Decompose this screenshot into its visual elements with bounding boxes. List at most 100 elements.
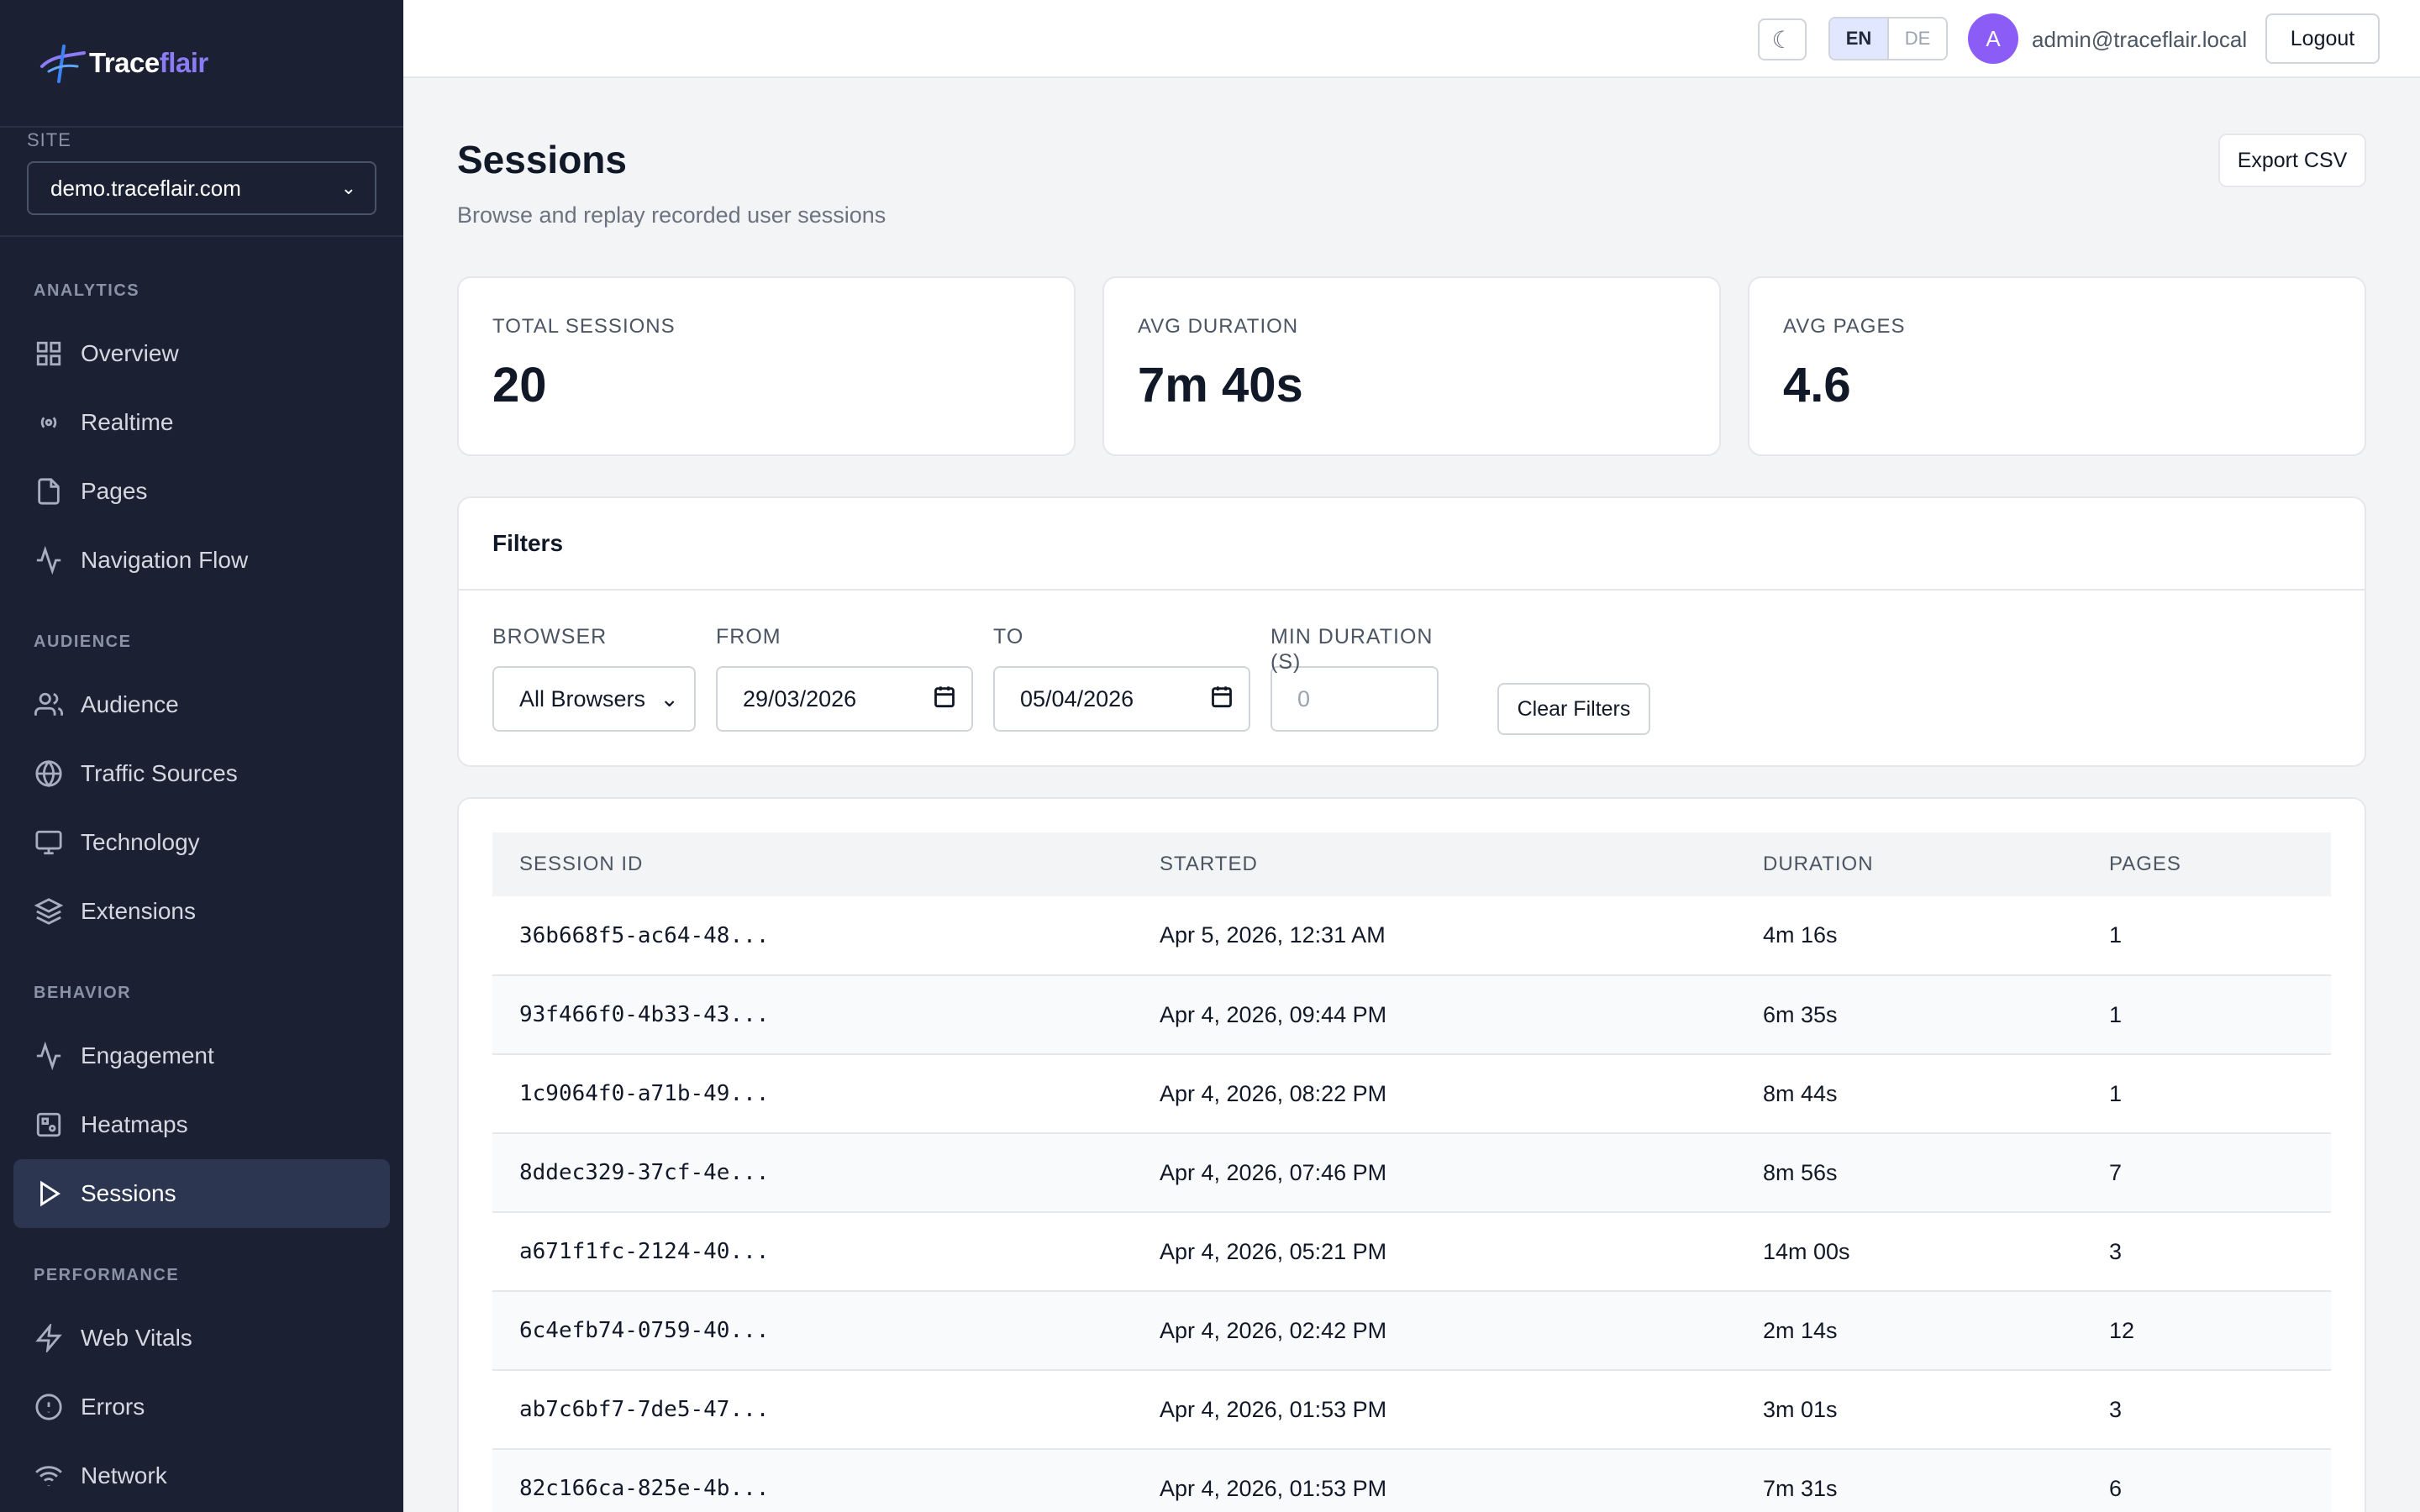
table-row[interactable]: 82c166ca-825e-4b... Apr 4, 2026, 01:53 P… [492,1449,2331,1512]
duration-cell: 4m 16s [1736,896,2082,976]
nav-section-title: AUDIENCE [34,633,132,651]
table-row[interactable]: ab7c6bf7-7de5-47... Apr 4, 2026, 01:53 P… [492,1370,2331,1450]
sidebar-item-heatmaps[interactable]: Heatmaps [13,1090,390,1159]
min-duration-placeholder: 0 [1297,685,1311,711]
play-icon [34,1179,64,1209]
sidebar-item-extensions[interactable]: Extensions [13,877,390,946]
sidebar-item-sessions[interactable]: Sessions [13,1159,390,1228]
table-row[interactable]: 8ddec329-37cf-4e... Apr 4, 2026, 07:46 P… [492,1133,2331,1213]
column-header-pages[interactable]: PAGES [2109,853,2181,875]
sidebar-item-web-vitals[interactable]: Web Vitals [13,1304,390,1373]
broadcast-icon [34,407,64,438]
zap-icon [34,1323,64,1353]
sidebar-item-overview[interactable]: Overview [13,319,390,388]
sidebar-item-navigation-flow[interactable]: Navigation Flow [13,526,390,595]
activity-icon [34,545,64,575]
nav-section-title: ANALYTICS [34,281,140,300]
session-id-cell: ab7c6bf7-7de5-47... [492,1370,1133,1450]
page-subtitle: Browse and replay recorded user sessions [457,202,886,228]
avatar[interactable]: A [1968,13,2018,64]
sidebar-item-label: Heatmaps [81,1111,188,1137]
filter-to: TO 05/04/2026 [993,624,1250,732]
column-header-started[interactable]: STARTED [1160,853,1258,875]
stat-value: 4.6 [1783,358,1851,412]
filter-min-duration: MIN DURATION (S) 0 [1270,624,1439,732]
users-icon [34,690,64,720]
calendar-icon[interactable] [933,685,956,714]
sidebar-item-errors[interactable]: Errors [13,1373,390,1441]
traceflair-logo-icon [40,45,86,83]
main-content: Sessions Browse and replay recorded user… [403,78,2420,1512]
duration-cell: 3m 01s [1736,1370,2082,1450]
from-date-value: 29/03/2026 [743,685,857,711]
site-label: SITE [27,129,71,150]
lang-de-button[interactable]: DE [1889,18,1946,59]
session-id-cell: 1c9064f0-a71b-49... [492,1054,1133,1134]
to-date-input[interactable]: 05/04/2026 [993,666,1250,732]
sidebar-item-network[interactable]: Network [13,1441,390,1510]
sidebar-item-label: Extensions [81,898,196,924]
logout-button[interactable]: Logout [2265,13,2380,64]
stat-card-avg-pages: AVG PAGES 4.6 [1748,276,2366,456]
topbar: ☾ EN DE A admin@traceflair.local Logout [403,0,2420,78]
sidebar-item-label: Technology [81,829,200,855]
table-row[interactable]: 36b668f5-ac64-48... Apr 5, 2026, 12:31 A… [492,896,2331,976]
sidebar-item-engagement[interactable]: Engagement [13,1021,390,1090]
stat-value: 20 [492,358,547,412]
filters-title: Filters [459,498,2365,591]
site-select-value: demo.traceflair.com [50,175,241,201]
stat-card-avg-duration: AVG DURATION 7m 40s [1102,276,1721,456]
sessions-table: SESSION ID STARTED DURATION PAGES 36b668… [492,832,2331,1512]
sidebar-item-label: Pages [81,478,148,504]
sidebar-nav: ANALYTICS Overview Realtime Pages Naviga… [0,237,403,1510]
chevron-down-icon: ⌄ [660,685,679,711]
lang-en-button[interactable]: EN [1830,18,1889,59]
session-id-cell: 36b668f5-ac64-48... [492,896,1133,976]
session-id-cell: a671f1fc-2124-40... [492,1212,1133,1292]
sidebar-item-realtime[interactable]: Realtime [13,388,390,457]
from-date-input[interactable]: 29/03/2026 [716,666,973,732]
clear-filters-button[interactable]: Clear Filters [1497,683,1650,735]
sidebar-item-technology[interactable]: Technology [13,808,390,877]
sidebar-item-label: Engagement [81,1042,214,1068]
calendar-icon[interactable] [1210,685,1234,714]
globe-icon [34,759,64,789]
nav-section-title: BEHAVIOR [34,984,132,1002]
table-row[interactable]: 1c9064f0-a71b-49... Apr 4, 2026, 08:22 P… [492,1054,2331,1134]
filter-label: BROWSER [492,625,608,648]
duration-cell: 8m 56s [1736,1133,2082,1213]
filter-from: FROM 29/03/2026 [716,624,973,732]
duration-cell: 2m 14s [1736,1291,2082,1371]
stat-label: AVG PAGES [1783,315,1906,338]
pages-cell: 1 [2082,975,2331,1055]
nav-section-audience: AUDIENCE Audience Traffic Sources Techno… [0,628,403,946]
stat-value: 7m 40s [1138,358,1303,412]
column-header-duration[interactable]: DURATION [1763,853,1874,875]
started-cell: Apr 4, 2026, 07:46 PM [1133,1133,1736,1213]
min-duration-input[interactable]: 0 [1270,666,1439,732]
filter-browser: BROWSER All Browsers ⌄ [492,624,696,732]
export-csv-button[interactable]: Export CSV [2218,134,2366,187]
sidebar-item-traffic-sources[interactable]: Traffic Sources [13,739,390,808]
sidebar-item-pages[interactable]: Pages [13,457,390,526]
table-header-row: SESSION ID STARTED DURATION PAGES [492,832,2331,896]
started-cell: Apr 4, 2026, 01:53 PM [1133,1449,1736,1512]
nav-section-performance: PERFORMANCE Web Vitals Errors Network [0,1262,403,1510]
moon-icon: ☾ [1771,26,1793,53]
table-row[interactable]: 6c4efb74-0759-40... Apr 4, 2026, 02:42 P… [492,1291,2331,1371]
pages-cell: 1 [2082,896,2331,976]
theme-toggle-button[interactable]: ☾ [1758,18,1807,60]
filters-card: Filters BROWSER All Browsers ⌄ FROM 29/0… [457,496,2366,767]
table-row[interactable]: a671f1fc-2124-40... Apr 4, 2026, 05:21 P… [492,1212,2331,1292]
started-cell: Apr 5, 2026, 12:31 AM [1133,896,1736,976]
browser-select[interactable]: All Browsers ⌄ [492,666,696,732]
filter-label: MIN DURATION (S) [1270,625,1434,674]
activity-icon [34,1041,64,1071]
sidebar-item-label: Audience [81,691,179,717]
nav-section-title: PERFORMANCE [34,1266,180,1284]
column-header-session-id[interactable]: SESSION ID [519,853,644,875]
sidebar-item-audience[interactable]: Audience [13,670,390,739]
site-select[interactable]: demo.traceflair.com ⌄ [27,161,376,215]
brand-logo[interactable]: Traceflair [0,0,403,128]
table-row[interactable]: 93f466f0-4b33-43... Apr 4, 2026, 09:44 P… [492,975,2331,1055]
